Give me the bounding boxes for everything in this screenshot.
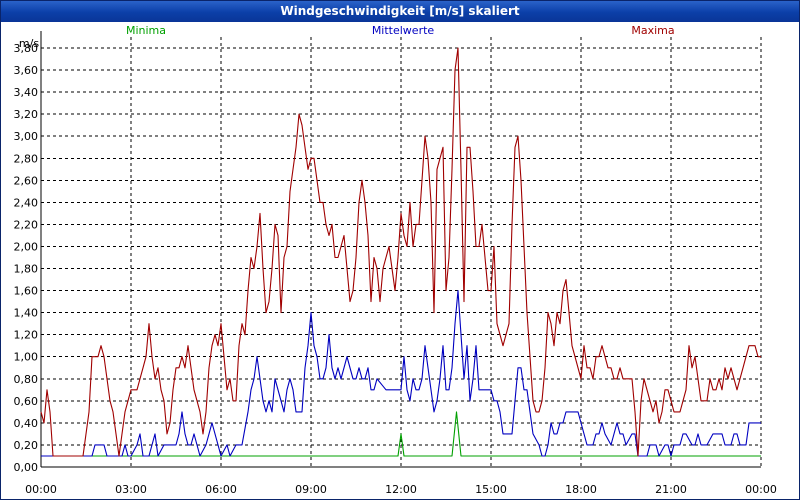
y-tick-label: 1,20 xyxy=(14,329,39,342)
plot-area xyxy=(41,37,761,467)
series-line-minima xyxy=(41,411,761,457)
y-tick-label: 3,60 xyxy=(14,64,39,77)
x-tick-time: 06:00 xyxy=(205,483,237,496)
y-tick-label: 2,20 xyxy=(14,218,39,231)
y-tick-label: 1,60 xyxy=(14,285,39,298)
legend-minima: Minima xyxy=(126,24,166,37)
y-tick-label: 0,80 xyxy=(14,373,39,386)
y-tick-label: 1,00 xyxy=(14,351,39,364)
y-tick-label: 2,60 xyxy=(14,174,39,187)
series-line-mittelwerte xyxy=(41,290,761,457)
x-tick-time: 12:00 xyxy=(385,483,417,496)
y-tick-label: 0,40 xyxy=(14,417,39,430)
y-tick-label: 3,20 xyxy=(14,108,39,121)
legend-maxima: Maxima xyxy=(631,24,674,37)
y-tick-label: 1,40 xyxy=(14,307,39,320)
legend-mittelwerte: Mittelwerte xyxy=(372,24,435,37)
x-tick-time: 00:00 xyxy=(745,483,777,496)
y-tick-label: 0,20 xyxy=(14,439,39,452)
window-title: Windgeschwindigkeit [m/s] skaliert xyxy=(1,1,799,22)
y-tick-label: 3,00 xyxy=(14,130,39,143)
y-tick-label: 0,00 xyxy=(14,461,39,474)
y-tick-label: 3,40 xyxy=(14,86,39,99)
y-axis-label: m/s xyxy=(19,37,39,50)
x-tick-time: 00:00 xyxy=(25,483,57,496)
y-tick-label: 2,40 xyxy=(14,196,39,209)
y-tick-label: 2,80 xyxy=(14,152,39,165)
x-tick-time: 03:00 xyxy=(115,483,147,496)
y-tick-label: 1,80 xyxy=(14,263,39,276)
x-tick-time: 21:00 xyxy=(655,483,687,496)
x-tick-time: 18:00 xyxy=(565,483,597,496)
series-line-maxima xyxy=(40,47,761,457)
x-tick-time: 15:00 xyxy=(475,483,507,496)
y-tick-label: 2,00 xyxy=(14,240,39,253)
y-tick-label: 3,80 xyxy=(14,42,39,55)
y-tick-label: 0,60 xyxy=(14,395,39,408)
x-tick-time: 09:00 xyxy=(295,483,327,496)
wind-speed-chart: 0,00 0,20 0,40 0,60 0,80 1,00 1,20 1,40 1,60 1,80… xyxy=(14,24,777,496)
